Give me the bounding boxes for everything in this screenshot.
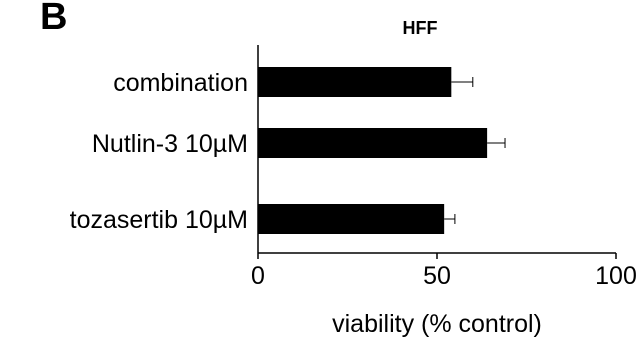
bar-tozasertib-10-m	[258, 204, 445, 234]
category-label-tozasertib-10-m: tozasertib 10µM	[70, 206, 248, 234]
chart-title: HFF	[403, 18, 438, 38]
panel-label: B	[40, 0, 67, 38]
category-label-nutlin-3-10-m: Nutlin-3 10µM	[92, 130, 248, 158]
category-label-combination: combination	[113, 69, 248, 97]
x-tick-label-100: 100	[595, 262, 637, 290]
x-tick-label-50: 50	[423, 262, 451, 290]
x-axis-label: viability (% control)	[332, 310, 542, 338]
bar-combination	[258, 67, 452, 97]
plot-area: combination Nutlin-3 10µM tozasertib 10µM0…	[70, 45, 637, 290]
x-tick-label-0: 0	[251, 262, 265, 290]
bar-nutlin-3-10-m	[258, 128, 488, 158]
